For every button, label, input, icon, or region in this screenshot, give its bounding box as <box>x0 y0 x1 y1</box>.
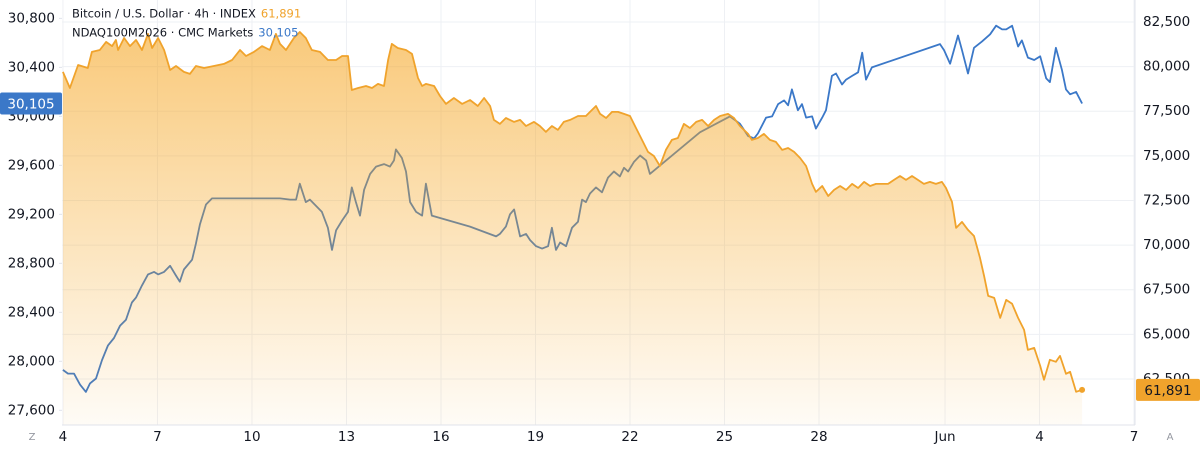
y-tick-label: 27,600 <box>8 402 55 418</box>
x-tick-label: 10 <box>243 429 260 445</box>
y2-tick-label: 70,000 <box>1143 237 1190 253</box>
legend: Bitcoin / U.S. Dollar · 4h · INDEX 61,891… <box>72 7 301 40</box>
y2-tick-label: 77,500 <box>1143 103 1190 119</box>
y-tick-label: 29,600 <box>8 157 55 173</box>
axes: 4710131619222528Jun4762,50065,00067,5007… <box>0 10 1200 445</box>
x-tick-label: 7 <box>1130 429 1139 445</box>
x-tick-label: 7 <box>153 429 162 445</box>
x-tick-label: 25 <box>716 429 733 445</box>
plot-area <box>62 24 1086 425</box>
last-value-label: 30,105 <box>7 96 54 112</box>
corner-button: Z <box>29 432 36 443</box>
last-value-box <box>0 92 62 115</box>
last-value-box <box>1136 378 1200 401</box>
area <box>62 32 1083 425</box>
last-value-label: 61,891 <box>1144 383 1191 399</box>
x-tick-label: 4 <box>59 429 68 445</box>
y2-tick-label: 82,500 <box>1143 14 1190 30</box>
line <box>62 31 1083 393</box>
y-tick-label: 30,800 <box>8 10 55 26</box>
x-tick-label: 19 <box>527 429 544 445</box>
y-tick-label: 28,800 <box>8 255 55 271</box>
x-tick-label: 13 <box>338 429 355 445</box>
legend-value: 30,105 <box>258 26 298 40</box>
y2-tick-label: 65,000 <box>1143 326 1190 342</box>
y-tick-label: 30,400 <box>8 59 55 75</box>
legend-label: Bitcoin / U.S. Dollar · 4h · INDEX <box>72 7 256 21</box>
y2-tick-label: 75,000 <box>1143 148 1190 164</box>
x-tick-label: 28 <box>810 429 827 445</box>
x-tick-label: Jun <box>933 429 955 445</box>
y-tick-label: 28,400 <box>8 304 55 320</box>
x-tick-label: 16 <box>432 429 449 445</box>
y2-tick-label: 72,500 <box>1143 192 1190 208</box>
y-tick-label: 29,200 <box>8 206 55 222</box>
y-tick-label: 28,000 <box>8 353 55 369</box>
last-point <box>1079 386 1086 393</box>
x-tick-label: 4 <box>1035 429 1044 445</box>
corner-button: A <box>1167 432 1174 443</box>
y2-tick-label: 67,500 <box>1143 282 1190 298</box>
legend-label: NDAQ100M2026 · CMC Markets <box>72 26 253 40</box>
x-tick-label: 22 <box>621 429 638 445</box>
y2-tick-label: 80,000 <box>1143 59 1190 75</box>
legend-value: 61,891 <box>261 7 301 21</box>
